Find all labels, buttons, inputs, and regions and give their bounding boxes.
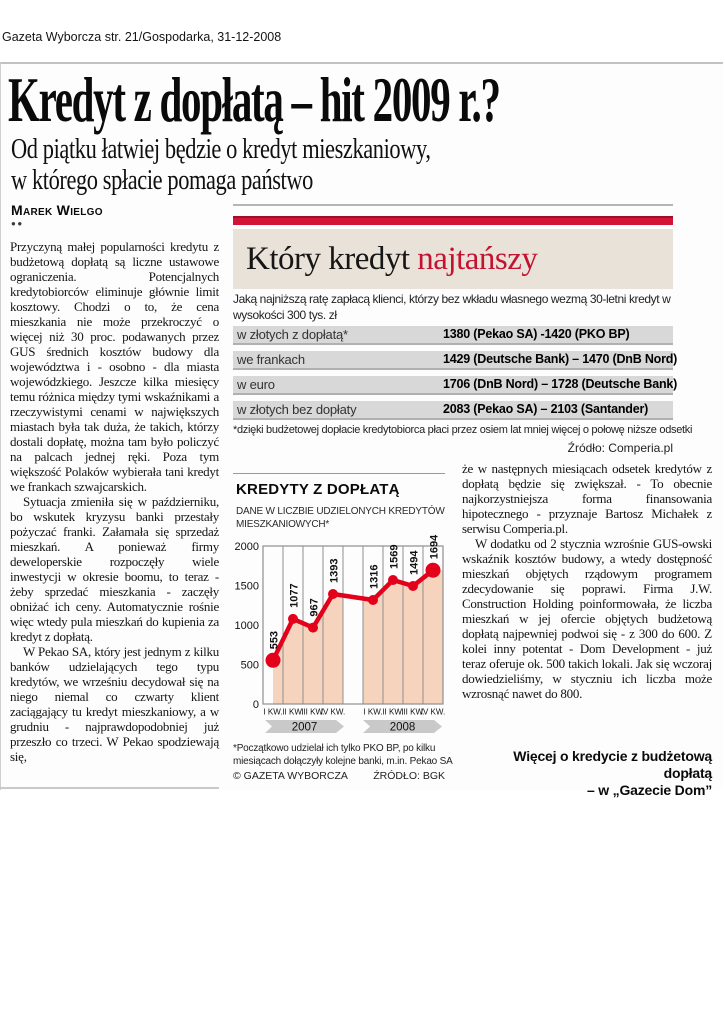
paragraph: W Pekao SA, który jest jednym z kilku ba… <box>10 644 219 764</box>
subtitle-line-1: Od piątku łatwiej będzie o kredyt mieszk… <box>11 134 431 165</box>
closing-note: Więcej o kredycie z budżetową dopłatą – … <box>462 748 712 799</box>
infobox-row: w złotych z dopłatą* 1380 (Pekao SA) -142… <box>233 326 673 345</box>
infobox-red-bar <box>233 216 673 225</box>
chart-subtitle: DANE W LICZBIE UDZIELONYCH KREDYTÓW MIES… <box>236 506 445 530</box>
article-byline: Marek Wielgo <box>11 202 103 218</box>
y-tick-label: 0 <box>253 699 259 711</box>
data-label: 967 <box>309 598 321 616</box>
paragraph: Przyczyną małej popularności kredytu z b… <box>10 239 219 494</box>
infobox-source: Źródło: Comperia.pl <box>567 441 673 455</box>
data-point <box>368 595 378 605</box>
x-tick-label: I KW. <box>363 708 382 717</box>
infobox-title-red: najtańszy <box>417 241 538 277</box>
chart-source: ŹRÓDŁO: BGK <box>373 770 445 782</box>
infobox-row: w euro 1706 (DnB Nord) – 1728 (Deutsche B… <box>233 376 677 395</box>
infobox-footnote: *dzięki budżetowej dopłacie kredytobiorc… <box>233 424 693 436</box>
infobox-title: Który kredyt najtańszy <box>233 229 673 289</box>
data-label: 1077 <box>289 583 301 607</box>
data-point <box>288 613 298 624</box>
paragraph: Sytuacja zmieniła się w październiku, bo… <box>10 494 219 644</box>
line-chart: 553 1077 967 1393 1316 1569 1494 1694 0 500 1000 15… <box>235 534 446 734</box>
article-subtitle: Od piątku łatwiej będzie o kredyt mieszk… <box>11 134 431 196</box>
infobox-top-rule <box>233 204 673 206</box>
row-label: w złotych bez dopłaty <box>237 402 357 417</box>
year-label: 2007 <box>292 722 318 734</box>
infobox-intro: Jaką najniższą ratę zapłacą klienci, któ… <box>233 292 671 322</box>
left-text-column: Przyczyną małej popularności kredytu z b… <box>10 239 219 764</box>
infobox-row: w złotych bez dopłaty 2083 (Pekao SA) – 2… <box>233 401 673 420</box>
paragraph: że w następnych miesiącach odsetek kredy… <box>462 461 712 536</box>
data-point <box>328 589 338 599</box>
right-text-column: że w następnych miesiącach odsetek kredy… <box>462 461 712 701</box>
y-tick-label: 1500 <box>235 581 259 593</box>
y-tick-label: 2000 <box>235 541 259 553</box>
data-point <box>265 652 281 668</box>
infobox-title-black: Który kredyt <box>246 241 418 277</box>
row-label: w złotych z dopłatą* <box>237 327 348 342</box>
data-label: 1569 <box>389 545 401 569</box>
data-point <box>408 581 418 591</box>
closing-line-2: – w „Gazecie Dom” <box>587 782 712 798</box>
x-tick-label: II KW. <box>282 708 303 717</box>
data-label: 1494 <box>409 550 421 575</box>
article-frame <box>0 62 723 790</box>
data-label: 553 <box>269 631 281 649</box>
row-value: 2083 (Pekao SA) – 2103 (Santander) <box>443 402 649 416</box>
x-tick-label: IV KW. <box>421 708 445 717</box>
chart-copyright: © GAZETA WYBORCZA <box>233 770 348 782</box>
x-tick-label: II KW. <box>382 708 403 717</box>
x-tick-label: III KW. <box>401 708 425 717</box>
subtitle-line-2: w którego spłacie pomaga państwo <box>11 165 313 196</box>
closing-line-1: Więcej o kredycie z budżetową dopłatą <box>513 748 712 781</box>
article-headline: Kredyt z dopłatą – hit 2009 r.? <box>8 64 501 135</box>
year-ribbon <box>265 720 344 733</box>
row-value: 1706 (DnB Nord) – 1728 (Deutsche Bank) <box>443 377 678 391</box>
row-value: 1429 (Deutsche Bank) – 1470 (DnB Nord) <box>443 352 678 366</box>
year-ribbon <box>363 720 442 733</box>
plot-border <box>262 545 444 705</box>
paragraph: W dodatku od 2 stycznia wzrośnie GUS-ows… <box>462 536 712 701</box>
x-tick-label: IV KW. <box>321 708 345 717</box>
chart-title: KREDYTY Z DOPŁATĄ <box>236 481 400 498</box>
chart-footnote: *Początkowo udzielał ich tylko PKO BP, p… <box>233 743 453 767</box>
byline-dots: ●● <box>11 219 24 228</box>
infobox-rows: w złotych z dopłatą* 1380 (Pekao SA) -142… <box>233 326 677 426</box>
data-label: 1694 <box>429 534 441 559</box>
data-point <box>308 622 318 633</box>
y-tick-label: 500 <box>241 660 259 672</box>
infobox-row: we frankach 1429 (Deutsche Bank) – 1470 (… <box>233 351 677 370</box>
article-bottom-rule <box>0 787 219 789</box>
credit-chart-svg: 553 1077 967 1393 1316 1569 1494 1694 0 500 1000 15… <box>233 534 448 736</box>
x-tick-label: I KW. <box>263 708 282 717</box>
chart-credit-row: © GAZETA WYBORCZA ŹRÓDŁO: BGK <box>233 770 445 782</box>
row-value: 1380 (Pekao SA) -1420 (PKO BP) <box>443 327 630 341</box>
y-tick-label: 1000 <box>235 620 259 632</box>
year-label: 2008 <box>390 722 416 734</box>
data-point <box>425 562 441 578</box>
chart-top-rule <box>233 473 445 474</box>
page-header-meta: Gazeta Wyborcza str. 21/Gospodarka, 31-1… <box>2 30 282 44</box>
area-fill-2007 <box>273 594 343 704</box>
data-label: 1393 <box>329 559 341 583</box>
data-point <box>388 575 398 585</box>
row-label: we frankach <box>237 352 305 367</box>
x-tick-label: III KW. <box>301 708 325 717</box>
row-label: w euro <box>237 377 275 392</box>
data-label: 1316 <box>369 565 381 589</box>
